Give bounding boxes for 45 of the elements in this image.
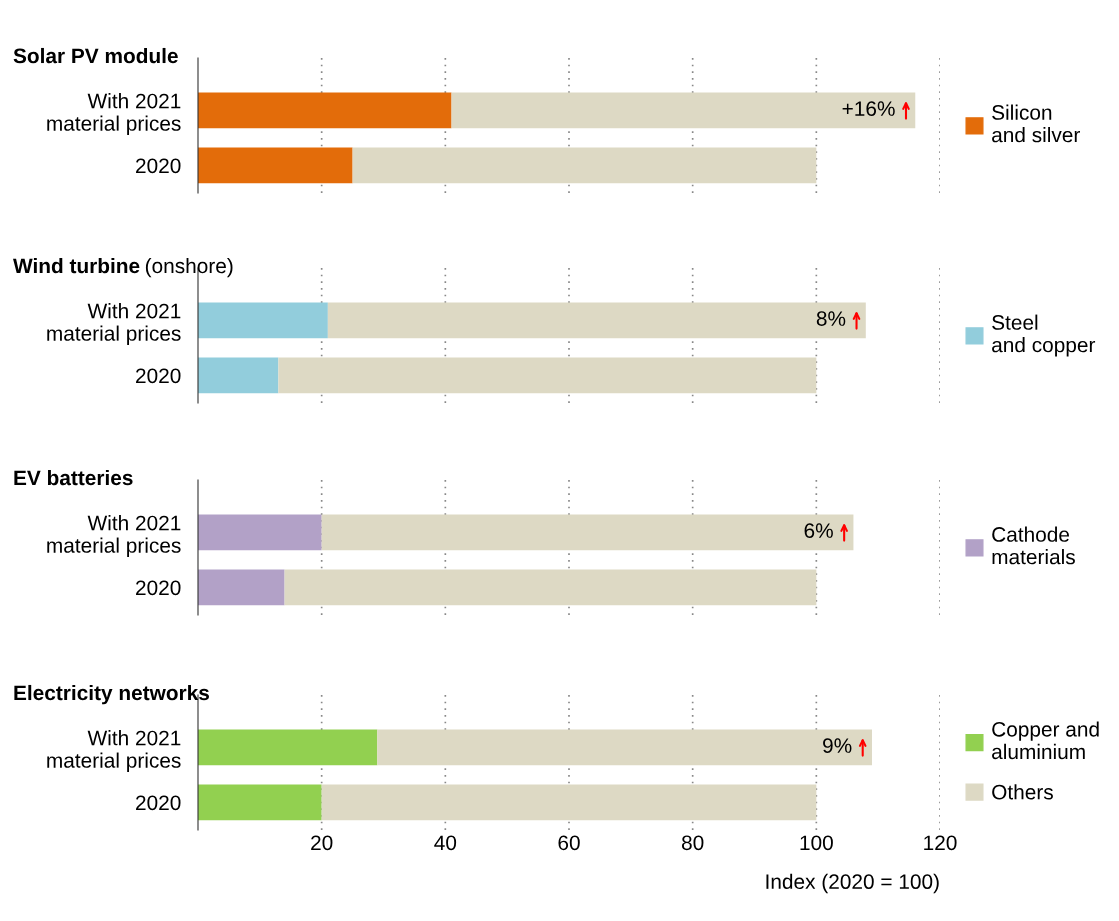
y-tick-label: 2020 xyxy=(136,158,181,174)
annotation: 9% xyxy=(823,738,852,753)
y-tick-label: With 2021 material prices xyxy=(47,93,181,135)
y-tick-label: With 2021 material prices xyxy=(47,303,181,345)
bar xyxy=(321,784,817,821)
bar xyxy=(451,92,916,129)
bar xyxy=(327,302,866,339)
chart-title: Electricity networks xyxy=(14,684,209,705)
x-axis-title: Index (2020 = 100) xyxy=(766,873,939,894)
annotation: 6% xyxy=(804,523,833,538)
x-tick-label: 120 xyxy=(924,835,957,851)
chart-title: EV batteries xyxy=(14,469,133,486)
legend-label: Silicon and silver xyxy=(992,104,1080,143)
x-tick-label: 80 xyxy=(681,835,704,851)
x-tick-label: 60 xyxy=(558,835,580,851)
bar xyxy=(198,514,322,551)
chart-title: Wind turbine xyxy=(13,257,140,274)
chart-subtitle: (onshore) xyxy=(145,257,233,278)
annotation: 8% xyxy=(816,311,846,326)
y-tick-label: 2020 xyxy=(136,795,181,811)
bar xyxy=(278,357,817,394)
bar xyxy=(284,569,817,606)
bar xyxy=(198,357,279,394)
bar xyxy=(198,92,452,129)
annotation: +16% xyxy=(842,101,895,116)
bar xyxy=(198,147,353,184)
x-tick-label: 100 xyxy=(800,835,833,851)
y-tick-label: 2020 xyxy=(136,580,181,596)
legend-label: Cathode materials xyxy=(992,526,1075,565)
y-tick-label: 2020 xyxy=(136,368,181,384)
bar xyxy=(352,147,817,184)
y-tick-label: With 2021 material prices xyxy=(47,515,181,557)
legend-label: Copper and aluminium xyxy=(992,721,1099,760)
chart-title: Solar PV module xyxy=(13,47,178,64)
legend-label: Steel and copper xyxy=(992,314,1096,357)
legend-label: Others xyxy=(992,784,1053,800)
x-tick-label: 40 xyxy=(434,835,457,851)
bar xyxy=(377,729,872,766)
bar xyxy=(198,569,285,606)
bar xyxy=(321,514,854,551)
bar xyxy=(198,784,322,821)
bar xyxy=(198,302,328,339)
bar xyxy=(198,729,378,766)
y-tick-label: With 2021 material prices xyxy=(47,730,181,772)
x-tick-label: 20 xyxy=(311,835,333,851)
